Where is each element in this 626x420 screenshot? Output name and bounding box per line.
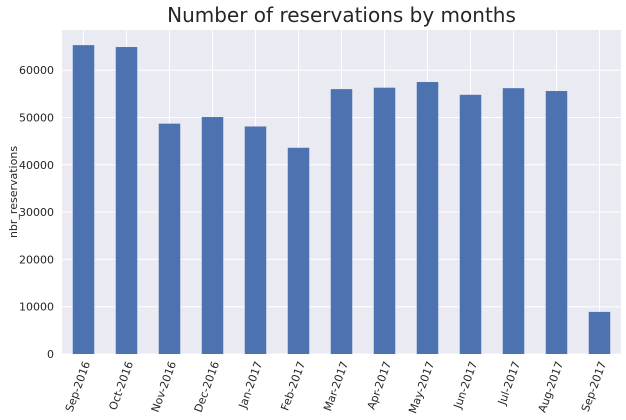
y-tick-label: 50000 xyxy=(19,112,54,125)
x-tick-label: Jun-2017 xyxy=(451,360,480,412)
chart-title: Number of reservations by months xyxy=(167,3,516,27)
bar-sep-2016 xyxy=(72,45,95,354)
x-tick-label: May-2017 xyxy=(406,360,437,416)
y-axis-label: nbr_reservations xyxy=(7,146,20,238)
bar-oct-2016 xyxy=(115,47,138,354)
bar-sep-2017 xyxy=(588,311,611,354)
y-tick-label: 60000 xyxy=(19,64,54,77)
x-tick-label: Nov-2016 xyxy=(149,360,179,414)
x-tick-label: Aug-2017 xyxy=(536,360,566,415)
bar-mar-2017 xyxy=(330,89,353,354)
x-tick-label: Oct-2016 xyxy=(106,360,136,412)
x-tick-label: Jan-2017 xyxy=(236,360,265,411)
bar-jun-2017 xyxy=(459,94,482,355)
x-tick-label: Sep-2016 xyxy=(63,360,93,414)
bars xyxy=(72,45,611,355)
x-tick-label: Dec-2016 xyxy=(192,360,222,414)
x-tick-label: Feb-2017 xyxy=(278,360,308,413)
x-tick-label: Apr-2017 xyxy=(365,360,394,412)
y-tick-label: 30000 xyxy=(19,206,54,219)
x-tick-labels: Sep-2016 Oct-2016 Nov-2016 Dec-2016 Jan-2017… xyxy=(63,360,609,416)
y-tick-labels: 0 10000 20000 30000 40000 50000 60000 xyxy=(19,64,54,361)
bar-dec-2016 xyxy=(201,117,224,354)
x-tick-label: Jul-2017 xyxy=(495,360,523,408)
bar-aug-2017 xyxy=(545,91,568,355)
bar-may-2017 xyxy=(416,82,439,354)
bar-apr-2017 xyxy=(373,87,396,354)
bar-jan-2017 xyxy=(244,126,267,354)
bar-nov-2016 xyxy=(158,123,181,354)
y-tick-label: 20000 xyxy=(19,253,54,266)
bar-jul-2017 xyxy=(502,88,525,354)
x-tick-label: Sep-2017 xyxy=(579,360,609,414)
y-tick-label: 0 xyxy=(47,348,54,361)
y-tick-label: 10000 xyxy=(19,301,54,314)
x-tick-label: Mar-2017 xyxy=(321,360,351,413)
bar-feb-2017 xyxy=(287,147,310,354)
y-tick-label: 40000 xyxy=(19,159,54,172)
